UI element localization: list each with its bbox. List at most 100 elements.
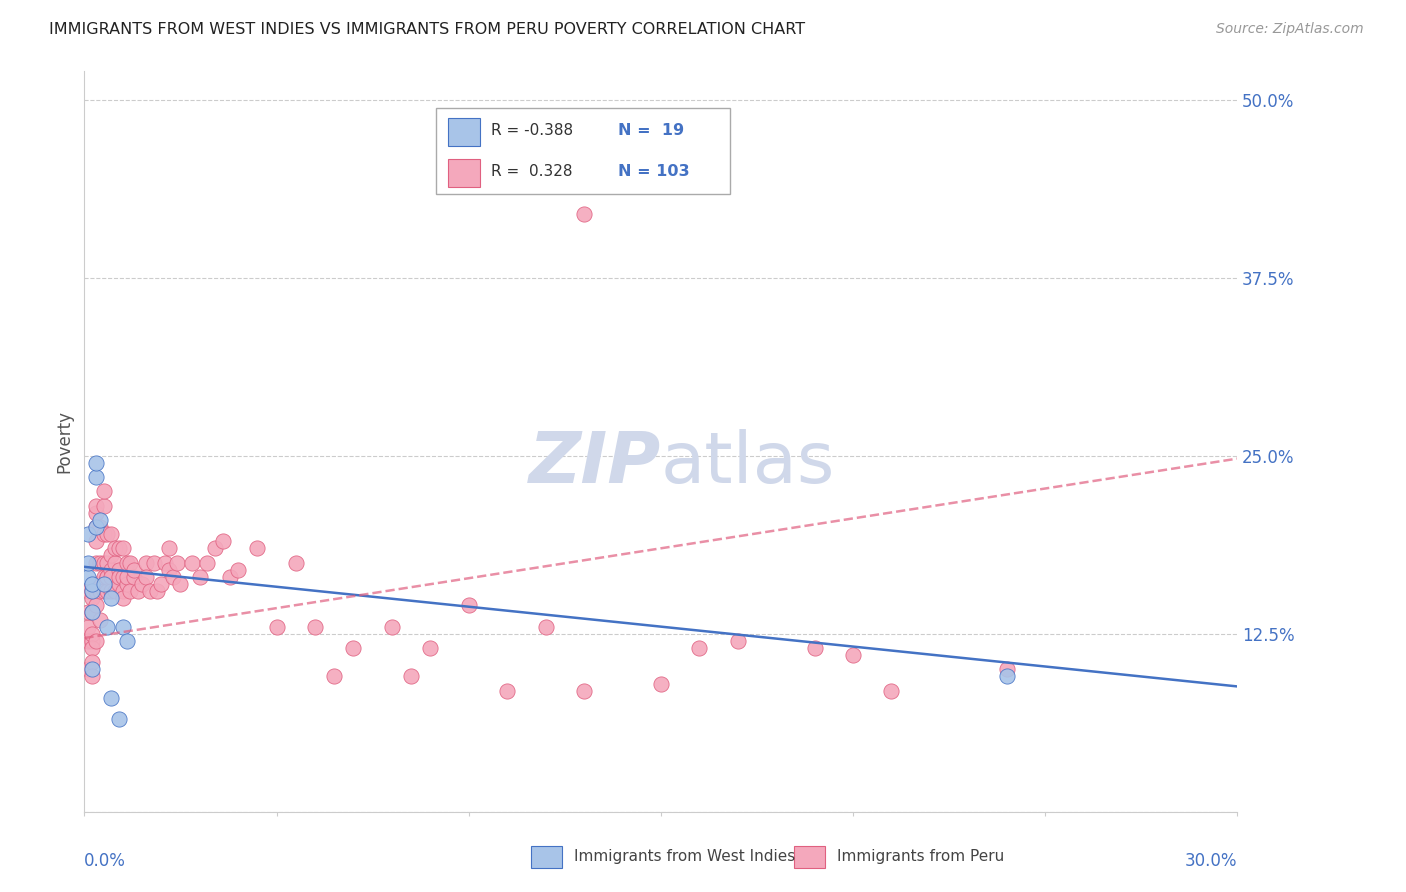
- Point: [803, 640, 825, 655]
- Point: [89, 613, 111, 627]
- Point: [80, 626, 103, 640]
- Point: [688, 640, 710, 655]
- Text: 30.0%: 30.0%: [1185, 853, 1237, 871]
- Point: [96, 570, 118, 584]
- Point: [84, 499, 107, 513]
- Text: 0.0%: 0.0%: [84, 853, 127, 871]
- Point: [323, 669, 346, 683]
- Y-axis label: Poverty: Poverty: [55, 410, 73, 473]
- Point: [142, 556, 165, 570]
- Point: [131, 577, 153, 591]
- Point: [111, 619, 134, 633]
- Point: [108, 541, 131, 556]
- Point: [146, 584, 169, 599]
- Point: [77, 556, 100, 570]
- Point: [93, 527, 115, 541]
- Bar: [794, 846, 825, 868]
- Point: [120, 584, 142, 599]
- Text: ZIP: ZIP: [529, 429, 661, 499]
- Text: N = 103: N = 103: [619, 164, 690, 179]
- Point: [80, 584, 103, 599]
- Point: [457, 599, 479, 613]
- Point: [93, 556, 115, 570]
- Point: [342, 640, 364, 655]
- Point: [80, 655, 103, 669]
- Bar: [531, 846, 562, 868]
- Point: [124, 563, 146, 577]
- Point: [89, 513, 111, 527]
- Point: [284, 556, 307, 570]
- Point: [104, 584, 127, 599]
- Point: [181, 556, 204, 570]
- Point: [96, 584, 118, 599]
- Point: [162, 570, 184, 584]
- Point: [93, 584, 115, 599]
- Point: [219, 570, 242, 584]
- Point: [108, 563, 131, 577]
- FancyBboxPatch shape: [447, 159, 479, 187]
- Point: [80, 577, 103, 591]
- Point: [111, 584, 134, 599]
- Point: [169, 577, 191, 591]
- Point: [93, 577, 115, 591]
- Point: [995, 669, 1018, 683]
- Point: [77, 633, 100, 648]
- Point: [80, 640, 103, 655]
- Point: [246, 541, 269, 556]
- Point: [80, 633, 103, 648]
- Text: IMMIGRANTS FROM WEST INDIES VS IMMIGRANTS FROM PERU POVERTY CORRELATION CHART: IMMIGRANTS FROM WEST INDIES VS IMMIGRANT…: [49, 22, 806, 37]
- Point: [84, 520, 107, 534]
- Point: [127, 584, 149, 599]
- Point: [80, 606, 103, 620]
- Point: [89, 584, 111, 599]
- Text: Source: ZipAtlas.com: Source: ZipAtlas.com: [1216, 22, 1364, 37]
- Point: [84, 470, 107, 484]
- Point: [93, 570, 115, 584]
- Point: [166, 556, 188, 570]
- Point: [124, 570, 146, 584]
- Point: [84, 456, 107, 470]
- Point: [84, 577, 107, 591]
- Point: [100, 563, 122, 577]
- Point: [195, 556, 218, 570]
- Point: [89, 520, 111, 534]
- Text: R =  0.328: R = 0.328: [491, 164, 572, 179]
- Text: atlas: atlas: [661, 429, 835, 499]
- Point: [84, 599, 107, 613]
- Point: [77, 662, 100, 676]
- Text: R = -0.388: R = -0.388: [491, 123, 574, 138]
- Point: [138, 584, 160, 599]
- Point: [84, 534, 107, 549]
- Point: [100, 690, 122, 705]
- Point: [157, 563, 180, 577]
- Point: [534, 619, 557, 633]
- Point: [77, 570, 100, 584]
- Point: [572, 683, 595, 698]
- Point: [135, 556, 157, 570]
- Point: [84, 520, 107, 534]
- Point: [100, 591, 122, 606]
- Point: [150, 577, 173, 591]
- Point: [880, 683, 903, 698]
- Point: [77, 606, 100, 620]
- FancyBboxPatch shape: [436, 109, 730, 194]
- Point: [89, 556, 111, 570]
- Point: [842, 648, 865, 662]
- Point: [100, 570, 122, 584]
- Point: [115, 570, 138, 584]
- Point: [80, 591, 103, 606]
- Point: [108, 577, 131, 591]
- Point: [111, 541, 134, 556]
- Point: [84, 556, 107, 570]
- Point: [80, 577, 103, 591]
- Point: [80, 584, 103, 599]
- Point: [204, 541, 226, 556]
- Point: [419, 640, 441, 655]
- Point: [96, 556, 118, 570]
- Point: [211, 534, 233, 549]
- Point: [381, 619, 404, 633]
- Point: [80, 669, 103, 683]
- Point: [84, 584, 107, 599]
- Point: [77, 527, 100, 541]
- Point: [100, 549, 122, 563]
